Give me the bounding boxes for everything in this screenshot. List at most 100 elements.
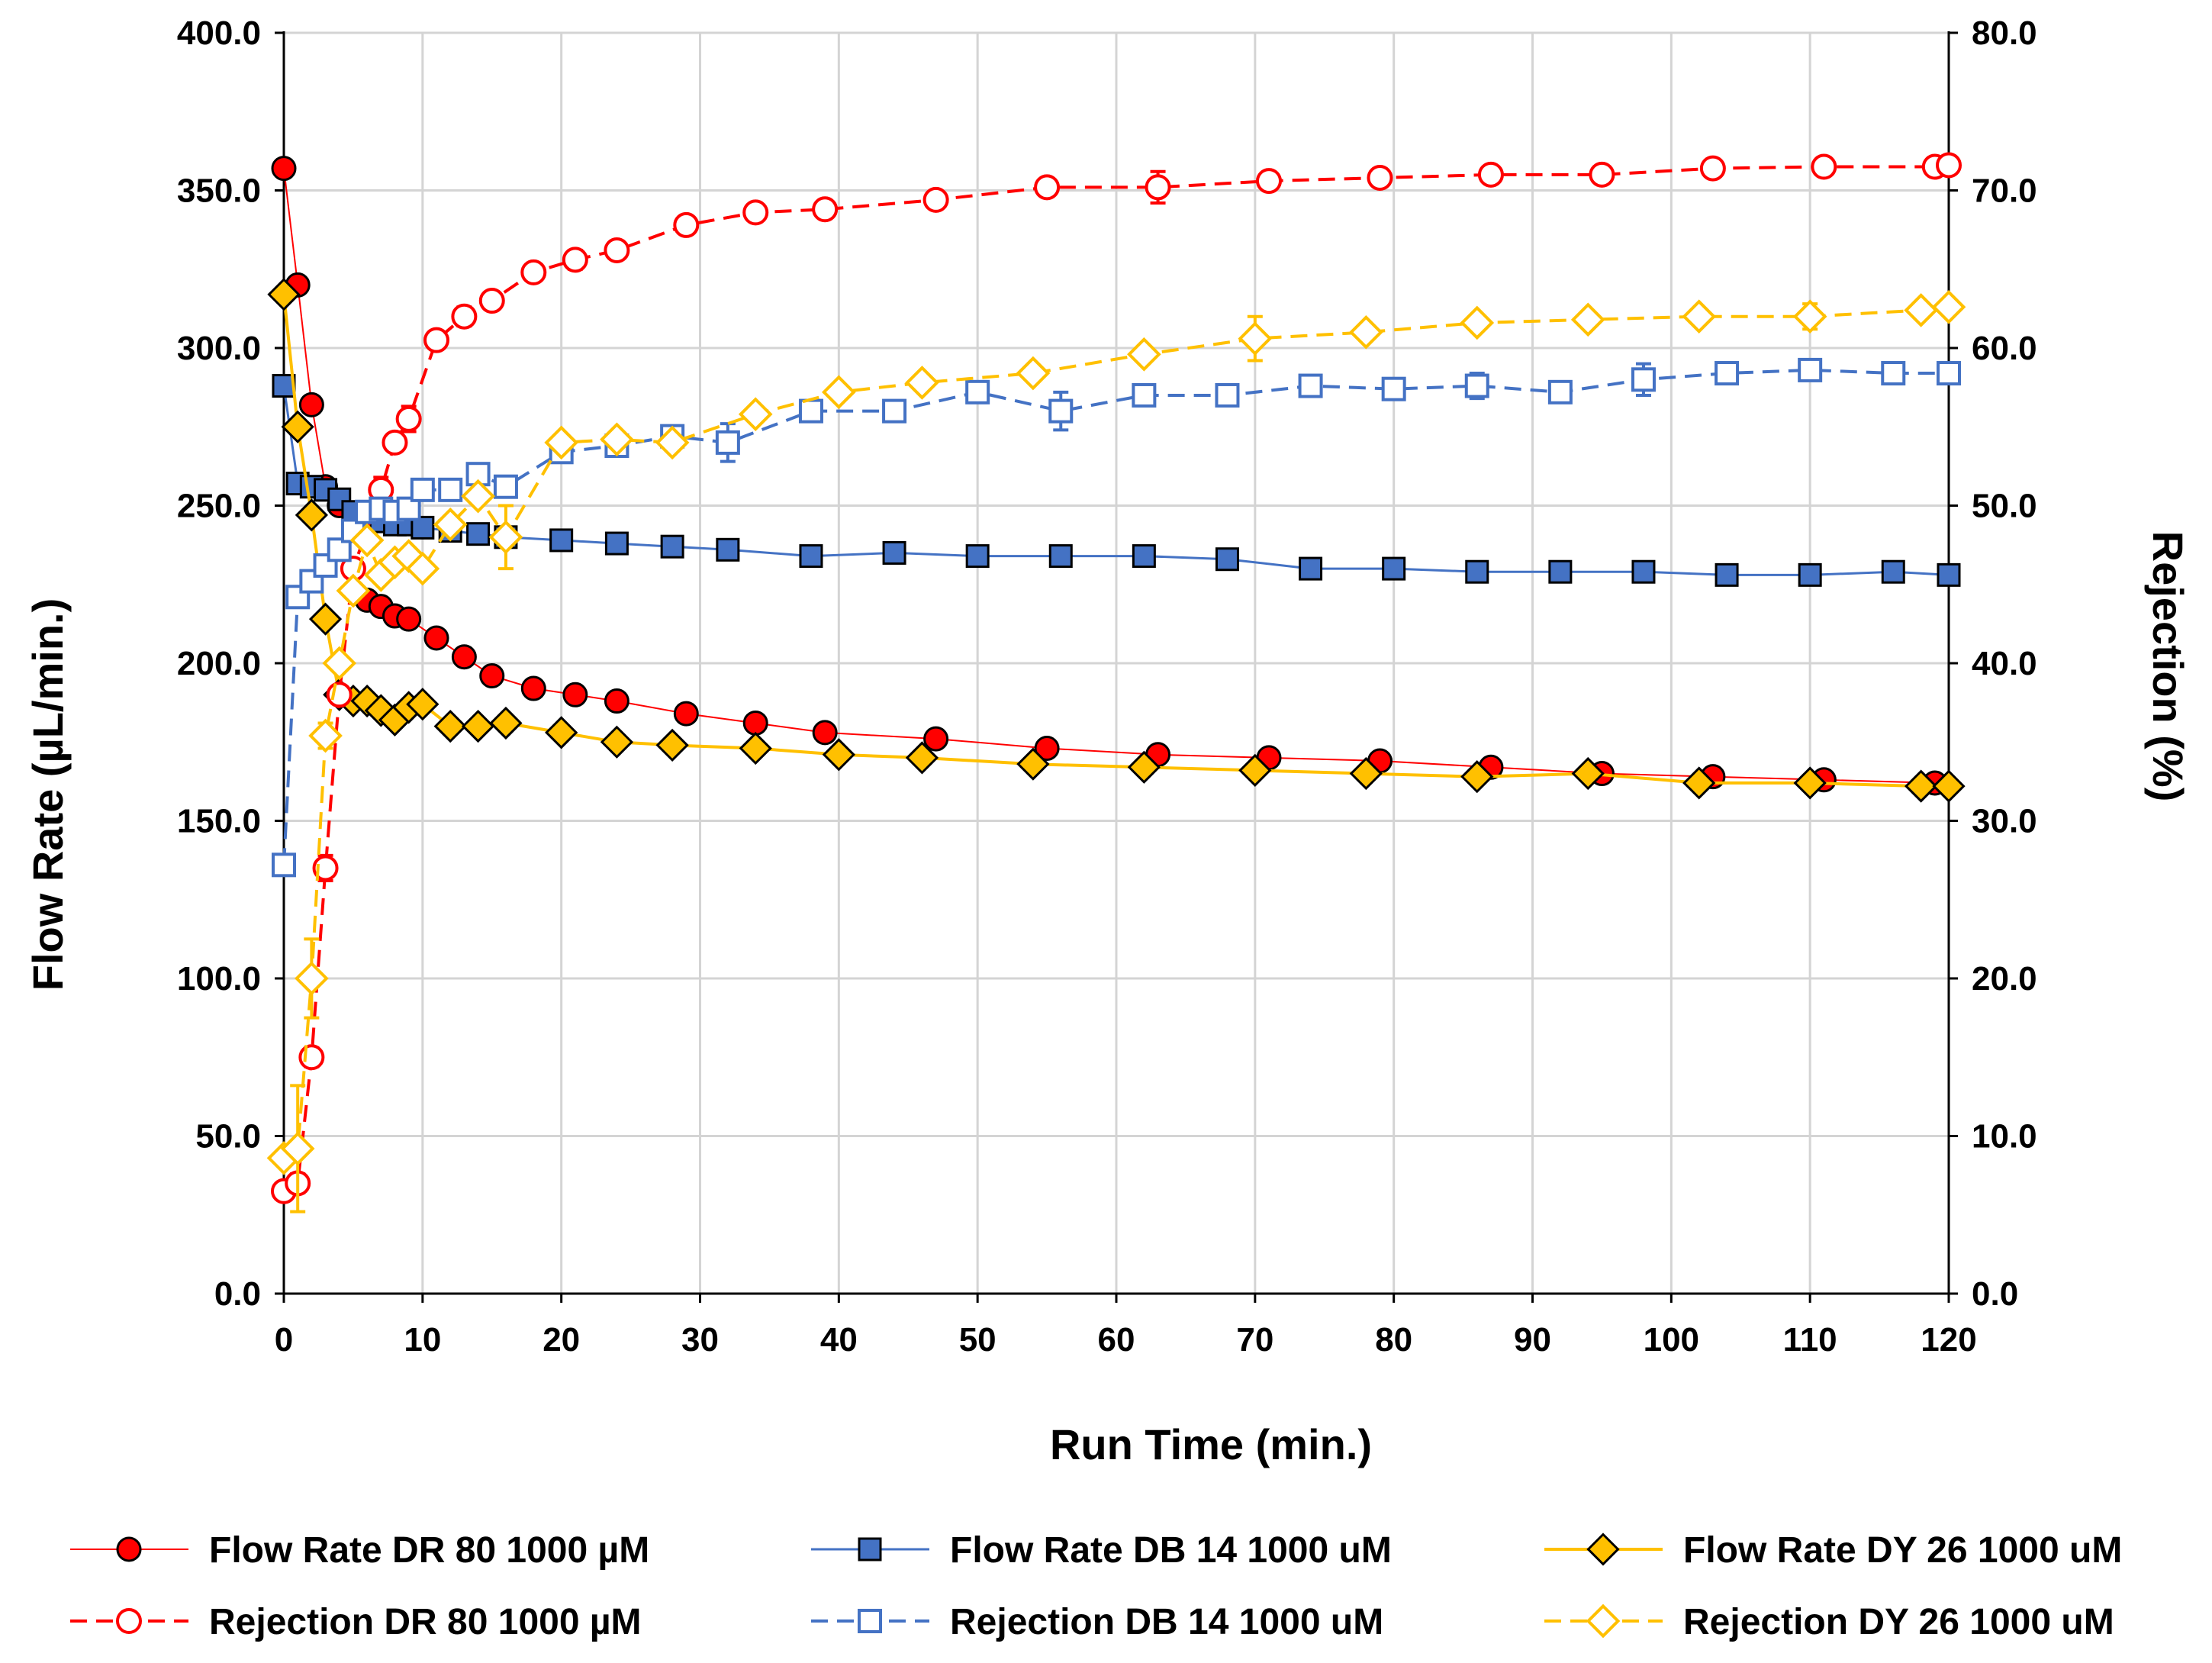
data-point	[673, 211, 700, 238]
series-4	[271, 152, 1962, 1204]
data-point	[1792, 299, 1827, 334]
data-point	[562, 247, 588, 273]
data-point	[1299, 556, 1323, 581]
data-point	[295, 498, 328, 532]
x-tick-label: 100	[1644, 1321, 1699, 1358]
data-point	[1016, 747, 1050, 781]
data-point	[272, 852, 296, 878]
y-right-tick-label: 10.0	[1972, 1118, 2037, 1155]
data-point	[451, 303, 478, 330]
data-point	[285, 585, 311, 610]
data-point	[1682, 299, 1717, 334]
data-point	[461, 479, 495, 514]
data-point	[604, 531, 629, 556]
data-point	[822, 375, 856, 410]
legend-label: Rejection DY 26 1000 uM	[1683, 1602, 2114, 1642]
data-point	[298, 392, 324, 417]
data-point	[308, 718, 343, 753]
data-point	[423, 327, 450, 353]
data-point	[742, 199, 769, 226]
data-point	[549, 528, 574, 553]
legend-label: Flow Rate DR 80 1000 µM	[209, 1530, 649, 1571]
data-point	[1238, 753, 1272, 788]
data-point	[905, 741, 939, 775]
data-point	[1798, 357, 1823, 382]
data-point	[1132, 544, 1156, 569]
y-right-tick-label: 30.0	[1972, 803, 2037, 840]
x-tick-label: 110	[1783, 1321, 1837, 1358]
data-point	[520, 259, 547, 285]
x-axis-title: Run Time (min.)	[1050, 1420, 1372, 1468]
data-point	[965, 544, 990, 569]
data-point	[1145, 174, 1171, 201]
y-right-tick-label: 20.0	[1972, 960, 2037, 997]
data-point	[604, 237, 630, 263]
data-point	[738, 397, 773, 432]
data-point	[544, 425, 578, 460]
data-point	[1699, 155, 1726, 182]
data-point	[1905, 769, 1938, 803]
legend-marker	[1586, 1603, 1621, 1639]
data-point	[1464, 373, 1489, 398]
data-point	[882, 398, 907, 424]
data-point	[272, 374, 296, 398]
y-right-tick-label: 70.0	[1972, 172, 2037, 210]
data-point	[742, 710, 768, 736]
data-point	[298, 1044, 325, 1071]
data-point	[1215, 382, 1240, 408]
legend-label: Rejection DR 80 1000 µM	[209, 1602, 642, 1642]
data-point	[1367, 164, 1393, 191]
data-point	[349, 523, 385, 558]
data-point	[1349, 756, 1383, 791]
data-point	[1034, 174, 1061, 201]
tick-labels: 0 10 20 30 40 50 60 70 80 90 100 110 120 0.0 50.0 100.0…	[177, 15, 2037, 1358]
data-point	[313, 553, 338, 578]
data-point	[1931, 289, 1966, 324]
legend-marker	[116, 1608, 142, 1634]
data-point	[1048, 398, 1074, 424]
data-point	[326, 682, 353, 708]
data-point	[312, 855, 339, 881]
data-point	[1547, 379, 1573, 404]
y-left-tick-label: 400.0	[177, 15, 261, 52]
data-point	[1881, 361, 1906, 386]
data-point	[336, 573, 371, 608]
data-point	[1631, 559, 1656, 584]
data-point	[1348, 315, 1383, 350]
x-tick-label: 10	[404, 1321, 441, 1358]
data-point	[410, 477, 435, 502]
axes	[275, 31, 1958, 1303]
y-left-axis-title: Flow Rate (µL/min.)	[24, 598, 72, 991]
data-point	[1127, 750, 1161, 784]
data-point	[1715, 562, 1739, 587]
x-tick-label: 0	[275, 1321, 293, 1358]
series-area	[266, 152, 1966, 1213]
y-right-tick-label: 60.0	[1972, 330, 2037, 367]
y-right-tick-label: 80.0	[1972, 15, 2037, 52]
y-left-tick-label: 0.0	[214, 1275, 261, 1313]
data-point	[395, 405, 422, 432]
data-point	[1589, 161, 1615, 188]
x-tick-label: 50	[959, 1321, 997, 1358]
data-point	[322, 646, 357, 681]
data-point	[655, 425, 690, 460]
x-tick-label: 120	[1921, 1321, 1976, 1358]
data-point	[1936, 152, 1962, 179]
data-point	[1381, 376, 1406, 401]
data-point	[433, 507, 468, 542]
y-left-tick-label: 150.0	[177, 803, 261, 840]
y-right-tick-label: 50.0	[1972, 488, 2037, 525]
legend-item: Flow Rate DB 14 1000 uM	[811, 1530, 1392, 1571]
data-point	[965, 379, 990, 404]
legend-item: Flow Rate DR 80 1000 µM	[70, 1530, 649, 1571]
y-right-tick-label: 40.0	[1972, 645, 2037, 682]
data-point	[520, 675, 546, 701]
data-point	[423, 625, 449, 651]
data-point	[438, 477, 463, 502]
data-point	[267, 278, 301, 311]
data-point	[1460, 305, 1495, 340]
data-point	[1682, 766, 1716, 800]
data-point	[1016, 356, 1051, 391]
data-point	[299, 569, 324, 594]
